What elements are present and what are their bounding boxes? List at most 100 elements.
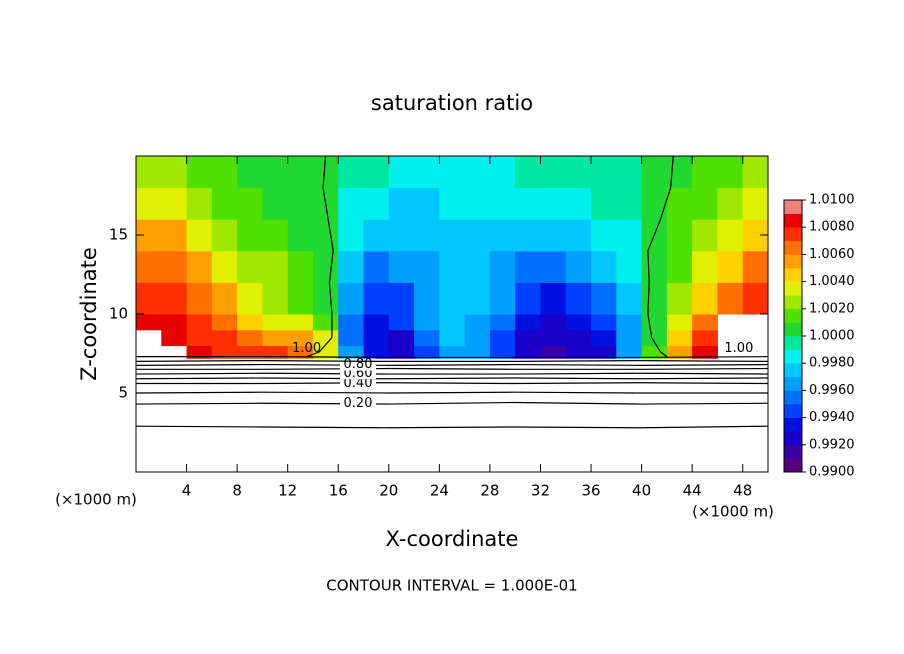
colorbar-band <box>784 349 802 364</box>
field-cell <box>439 345 466 359</box>
contour-line <box>135 372 769 375</box>
colorbar-band <box>784 404 802 418</box>
field-cell <box>464 187 491 220</box>
field-cell <box>515 187 541 220</box>
field-cell <box>186 187 213 220</box>
field-cell <box>262 156 289 189</box>
contour-label-bg <box>340 397 376 410</box>
field-cell <box>565 329 592 347</box>
field-cell <box>136 314 162 331</box>
field-cell <box>161 219 188 252</box>
x-tick-label: 20 <box>379 482 398 500</box>
field-cell <box>717 250 744 283</box>
field-cell <box>439 187 466 220</box>
field-cell <box>211 345 238 359</box>
field-cell <box>161 282 188 315</box>
field-cell <box>388 282 415 315</box>
field-cell <box>540 187 567 220</box>
colorbar-tick-label: 1.0040 <box>809 274 855 289</box>
colorbar-band <box>784 200 802 214</box>
field-cell <box>237 345 263 359</box>
field-cell <box>515 329 541 347</box>
field-cell <box>464 250 491 283</box>
field-cell <box>464 345 491 359</box>
field-cell <box>540 282 567 315</box>
y-unit: (×1000 m) <box>55 491 137 509</box>
field-cell <box>211 156 238 189</box>
x-tick-label: 48 <box>733 482 752 500</box>
field-cell <box>591 187 617 220</box>
y-tick-label: 15 <box>109 226 128 244</box>
colorbar-band <box>784 322 802 337</box>
x-axis-label: X-coordinate <box>386 527 519 551</box>
contour-label: 1.00 <box>292 341 321 356</box>
field-cell <box>717 219 744 252</box>
field-cell <box>489 250 516 283</box>
x-tick-label: 36 <box>581 482 600 500</box>
field-cell <box>565 282 592 315</box>
field-cell <box>414 329 440 347</box>
field-cell <box>742 156 769 189</box>
field-cell <box>565 250 592 283</box>
field-cell <box>641 250 668 283</box>
field-cell <box>591 219 617 252</box>
field-cell <box>439 282 466 315</box>
colorbar-band <box>784 308 802 323</box>
field-cell <box>161 187 188 220</box>
field-cell <box>666 219 693 252</box>
field-cell <box>287 250 314 283</box>
contour-label: 0.20 <box>344 396 373 411</box>
contour-label: 0.80 <box>344 357 373 372</box>
footer: CONTOUR INTERVAL = 1.000E-01 <box>326 577 577 595</box>
field-cell <box>161 329 188 347</box>
field-cell <box>464 314 491 331</box>
field-cell <box>666 314 693 331</box>
field-cell <box>439 219 466 252</box>
colorbar-tick-label: 0.9940 <box>809 410 855 425</box>
field-cell <box>540 345 567 359</box>
field-cell <box>287 282 314 315</box>
field-cell <box>211 329 238 347</box>
field-cell <box>616 314 643 331</box>
field-cell <box>414 187 440 220</box>
field-cell <box>591 282 617 315</box>
field-cell <box>338 250 365 283</box>
field-cell <box>616 282 643 315</box>
field-cell <box>262 282 289 315</box>
field-cell <box>338 187 365 220</box>
field-cell <box>262 187 289 220</box>
field-cell <box>186 329 213 347</box>
field-cell <box>312 250 339 283</box>
contour-label: 1.00 <box>724 341 753 356</box>
field-cell <box>262 329 289 347</box>
field-cell <box>262 345 289 359</box>
field-cell <box>262 250 289 283</box>
colorbar-tick-label: 1.0080 <box>809 220 855 235</box>
x-tick-label: 16 <box>329 482 348 500</box>
field-cell <box>489 187 516 220</box>
x-tick-label: 8 <box>232 482 242 500</box>
field-cell <box>414 156 440 189</box>
field-cell <box>136 282 162 315</box>
field-cell <box>363 282 390 315</box>
field-cell <box>211 282 238 315</box>
field-cell <box>742 282 769 315</box>
field-cell <box>363 219 390 252</box>
field-cell <box>439 250 466 283</box>
colorbar-band <box>784 268 802 282</box>
field-cell <box>338 219 365 252</box>
field-cell <box>136 250 162 283</box>
field-cell <box>641 329 668 347</box>
field-cell <box>186 282 213 315</box>
colorbar-tick-label: 0.9980 <box>809 356 855 371</box>
colorbar-tick-label: 0.9960 <box>809 383 855 398</box>
field-cell <box>211 250 238 283</box>
field-cell <box>338 345 365 359</box>
field-cell <box>692 345 718 359</box>
field-cell <box>363 250 390 283</box>
field-cell <box>186 250 213 283</box>
field-cell <box>540 219 567 252</box>
field-cell <box>439 156 466 189</box>
field-cell <box>489 345 516 359</box>
